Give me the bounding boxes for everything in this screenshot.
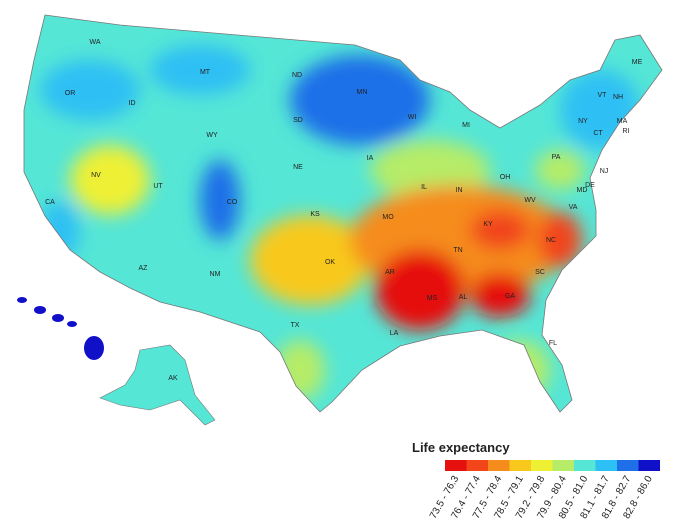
state-label: MI	[462, 122, 470, 129]
state-label: MD	[577, 187, 588, 194]
state-label: KS	[310, 211, 320, 218]
state-label: NV	[91, 172, 101, 179]
legend-swatch	[509, 460, 531, 471]
state-label: AL	[459, 294, 468, 301]
state-label: CA	[45, 199, 55, 206]
legend-swatch	[488, 460, 510, 471]
state-label: OR	[65, 90, 76, 97]
alaska	[99, 344, 216, 426]
legend-swatch	[638, 460, 660, 471]
state-label: CO	[227, 199, 238, 206]
state-label: ID	[129, 100, 136, 107]
state-label: ME	[632, 59, 643, 66]
state-label: NC	[546, 237, 556, 244]
state-label: TN	[453, 247, 462, 254]
state-label: ND	[292, 72, 302, 79]
state-label: NY	[578, 118, 588, 125]
state-label: LA	[390, 330, 399, 337]
state-label: OH	[500, 174, 511, 181]
state-label: UT	[153, 183, 163, 190]
us-border	[23, 14, 663, 413]
legend-swatch	[595, 460, 617, 471]
hawaii	[17, 297, 104, 360]
state-label: KY	[483, 221, 493, 228]
legend: 73.5 - 76.376.4 - 77.477.5 - 78.478.5 - …	[428, 460, 660, 521]
state-label: PA	[552, 154, 561, 161]
state-label: WI	[408, 114, 417, 121]
legend-swatch	[552, 460, 574, 471]
state-label: TX	[291, 322, 300, 329]
state-label: AR	[385, 269, 395, 276]
legend-swatch	[531, 460, 553, 471]
state-label: OK	[325, 259, 335, 266]
legend-swatch	[574, 460, 596, 471]
state-label: NJ	[600, 168, 609, 175]
state-label: WA	[89, 39, 100, 46]
state-label: VT	[598, 92, 608, 99]
state-label: AZ	[139, 265, 149, 272]
state-label: GA	[505, 293, 515, 300]
legend-swatch	[466, 460, 488, 471]
state-label: NH	[613, 94, 623, 101]
state-label: AK	[168, 375, 178, 382]
state-label: IL	[421, 184, 427, 191]
state-label: NM	[210, 271, 221, 278]
legend-swatch	[617, 460, 639, 471]
state-label: MN	[357, 89, 368, 96]
state-labels: WA MT ND MN OR ID SD WY WI MI VT NH ME NY MA CT RI NV NE IA…	[45, 39, 642, 382]
state-label: DE	[585, 182, 595, 189]
state-label: SD	[293, 117, 303, 124]
state-label: MA	[617, 118, 628, 125]
state-label: MO	[382, 214, 394, 221]
state-label: SC	[535, 269, 545, 276]
state-label: NE	[293, 164, 303, 171]
state-label: WY	[206, 132, 218, 139]
state-label: IN	[456, 187, 463, 194]
state-label: FL	[549, 340, 557, 347]
state-label: MS	[427, 295, 438, 302]
state-label: VA	[569, 204, 578, 211]
state-label: RI	[623, 128, 630, 135]
state-label: WV	[524, 197, 536, 204]
state-label: IA	[367, 155, 374, 162]
state-label: MT	[200, 69, 211, 76]
legend-title: Life expectancy	[412, 440, 510, 455]
legend-swatch	[445, 460, 467, 471]
state-label: CT	[593, 130, 603, 137]
